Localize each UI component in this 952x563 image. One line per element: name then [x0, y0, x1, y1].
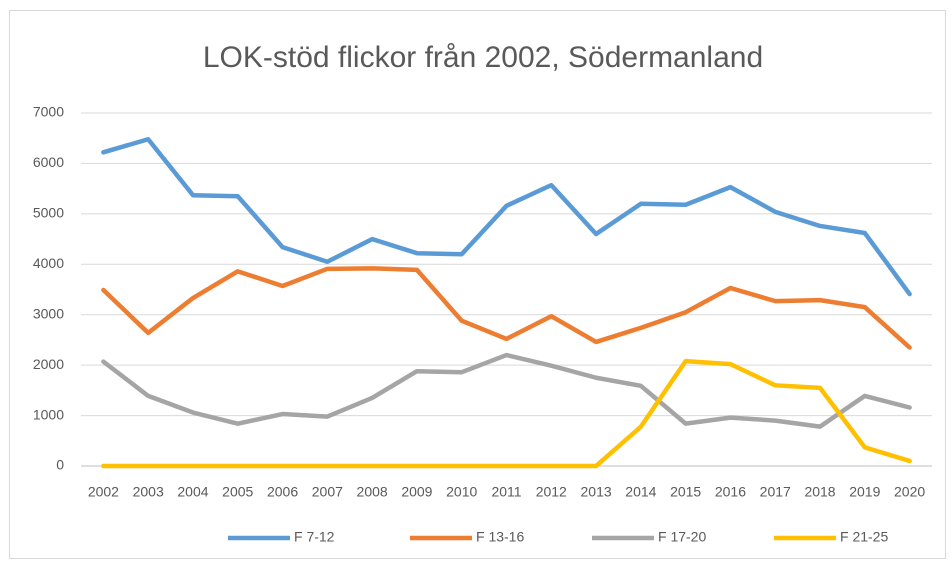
x-tick-label: 2017 — [760, 484, 791, 500]
x-tick-label: 2003 — [133, 484, 164, 500]
y-tick-label: 7000 — [33, 104, 64, 120]
x-tick-label: 2013 — [581, 484, 612, 500]
x-tick-label: 2020 — [894, 484, 925, 500]
series-line — [101, 266, 912, 350]
chart-border — [9, 10, 946, 559]
x-tick-label: 2012 — [536, 484, 567, 500]
series-line — [101, 136, 912, 297]
y-tick-label: 6000 — [33, 154, 64, 170]
y-tick-label: 3000 — [33, 305, 64, 321]
x-tick-label: 2015 — [670, 484, 701, 500]
x-tick-label: 2005 — [222, 484, 253, 500]
legend-label: F 17-20 — [658, 529, 706, 545]
chart-title: LOK-stöd flickor från 2002, Södermanland — [203, 41, 763, 74]
x-tick-label: 2009 — [401, 484, 432, 500]
legend-label: F 7-12 — [294, 529, 335, 545]
x-tick-label: 2018 — [804, 484, 835, 500]
legend-label: F 13-16 — [476, 529, 524, 545]
x-tick-label: 2008 — [357, 484, 388, 500]
x-tick-label: 2004 — [177, 484, 208, 500]
x-tick-label: 2010 — [446, 484, 477, 500]
y-tick-label: 1000 — [33, 406, 64, 422]
y-tick-label: 4000 — [33, 255, 64, 271]
y-tick-label: 5000 — [33, 205, 64, 221]
x-tick-label: 2007 — [312, 484, 343, 500]
legend-label: F 21-25 — [840, 529, 888, 545]
x-tick-label: 2002 — [88, 484, 119, 500]
x-tick-label: 2019 — [849, 484, 880, 500]
series-line — [101, 352, 912, 429]
x-tick-label: 2016 — [715, 484, 746, 500]
y-tick-label: 0 — [56, 457, 64, 473]
y-tick-label: 2000 — [33, 356, 64, 372]
series-line — [101, 358, 912, 469]
x-tick-label: 2011 — [491, 484, 521, 500]
x-tick-label: 2006 — [267, 484, 298, 500]
x-tick-label: 2014 — [625, 484, 656, 500]
